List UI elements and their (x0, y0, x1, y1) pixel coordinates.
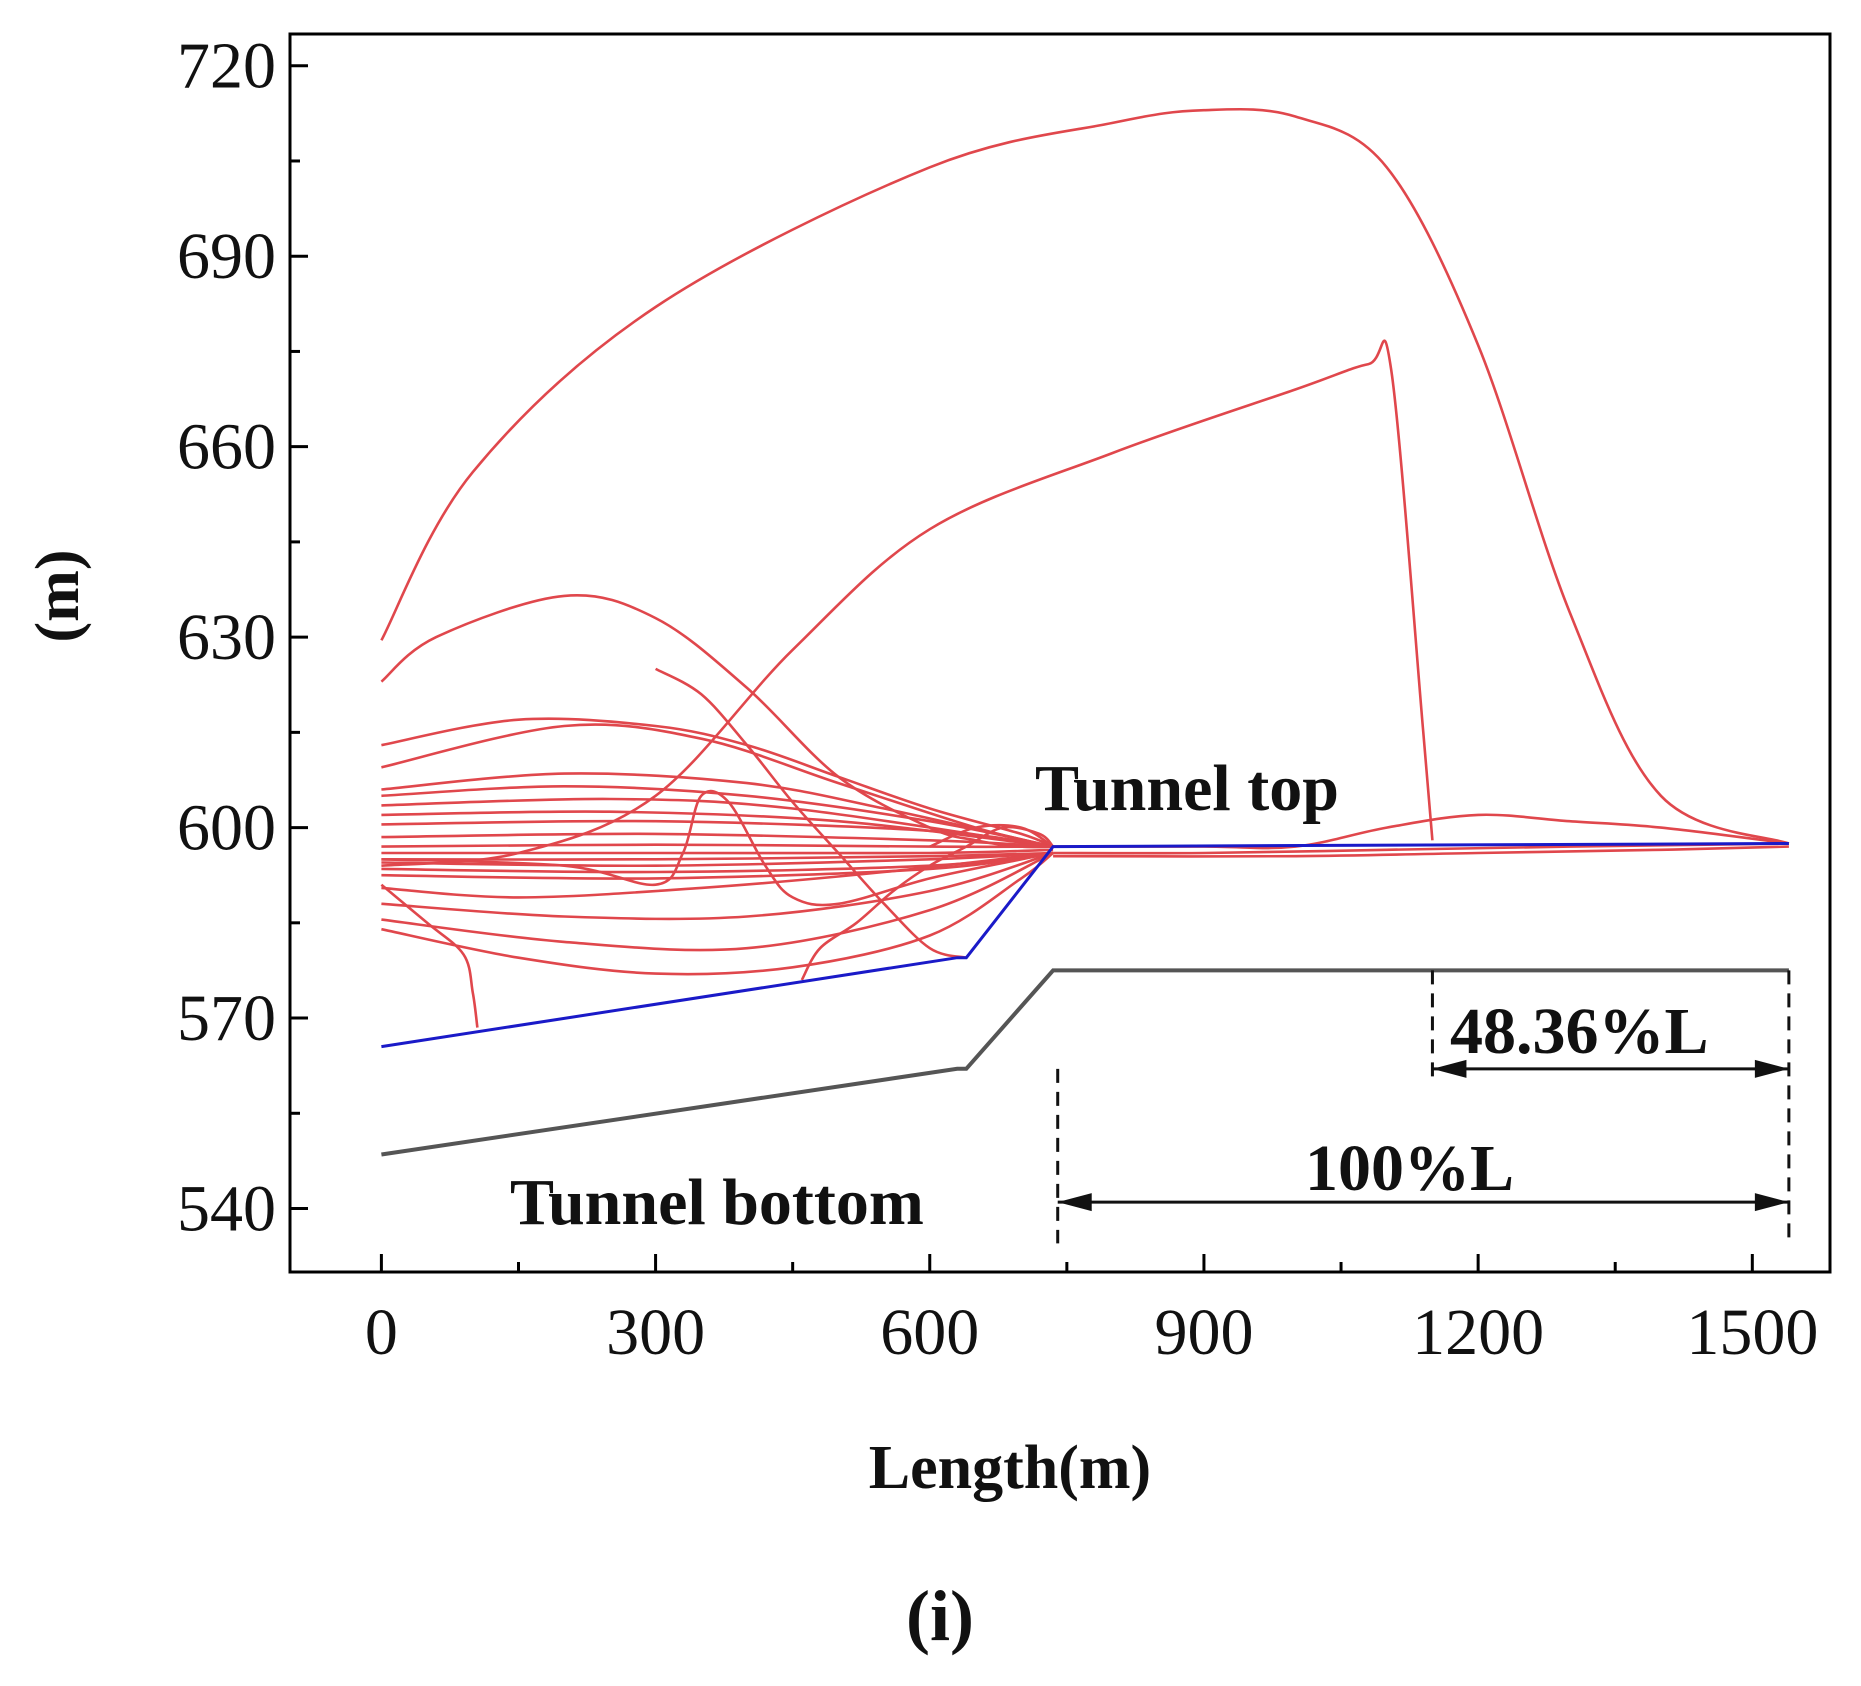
tunnel-bottom-line (381, 968, 1789, 1157)
tunnel-top-line (381, 842, 1789, 1049)
streamline-2 (380, 594, 1054, 849)
streamline-19 (381, 851, 1054, 921)
streamline-series (380, 107, 1790, 1028)
streamline-18 (381, 851, 1054, 899)
x-tick-label: 900 (1154, 1296, 1253, 1369)
streamline-12 (381, 843, 1054, 849)
streamline-6 (381, 772, 1054, 848)
x-axis-title: Length(m) (869, 1434, 1151, 1502)
streamline-4 (381, 717, 1054, 848)
y-axis-ticks: 540 570 600 630 660 690 720 (177, 30, 308, 1246)
tunnel-outline (381, 842, 1789, 1157)
partial-length-dimension-arrow-right (1754, 1059, 1789, 1078)
y-tick-label: 540 (177, 1173, 276, 1246)
y-tick-label: 660 (177, 411, 276, 484)
streamline-21 (381, 851, 1054, 976)
streamline-23 (381, 789, 1054, 907)
streamline-7 (381, 785, 1054, 848)
tunnel-top-label: Tunnel top (1035, 752, 1339, 825)
partial-length-dimension-arrow-left (1432, 1059, 1467, 1078)
streamline-1 (380, 107, 1790, 845)
partial-length-label: 48.36%L (1450, 995, 1709, 1068)
full-length-label: 100%L (1305, 1132, 1514, 1205)
streamline-8 (381, 797, 1054, 848)
y-tick-label: 630 (177, 601, 276, 674)
panel-label: (i) (906, 1576, 974, 1656)
x-axis-ticks: 0 300 600 900 1200 1500 (365, 1254, 1818, 1369)
x-tick-label: 300 (606, 1296, 705, 1369)
y-tick-label: 600 (177, 792, 276, 865)
x-tick-label: 600 (880, 1296, 979, 1369)
streamline-20 (381, 851, 1054, 952)
x-tick-label: 1500 (1686, 1296, 1818, 1369)
x-tick-label: 1200 (1412, 1296, 1544, 1369)
streamline-26 (929, 823, 1054, 848)
streamline-10 (381, 819, 1054, 848)
x-tick-label: 0 (365, 1296, 398, 1369)
streamline-15 (381, 851, 1054, 868)
y-tick-label: 570 (177, 982, 276, 1055)
streamline-17 (381, 851, 1054, 880)
full-length-dimension-arrow-left (1057, 1193, 1092, 1212)
full-length-dimension-arrow-right (1754, 1193, 1789, 1212)
tunnel-bottom-label: Tunnel bottom (510, 1166, 924, 1239)
streamline-11 (381, 832, 1054, 848)
y-tick-label: 720 (177, 30, 276, 103)
y-tick-label: 690 (177, 220, 276, 293)
streamline-5 (381, 723, 1054, 848)
streamline-14 (381, 851, 1054, 861)
plot-frame (288, 32, 1832, 1274)
streamline-29 (1053, 845, 1789, 858)
streamline-22 (380, 883, 479, 1028)
y-axis-title: (m) (24, 550, 92, 643)
length-dimension-lines (1056, 970, 1791, 1244)
streamline-24 (654, 667, 967, 959)
